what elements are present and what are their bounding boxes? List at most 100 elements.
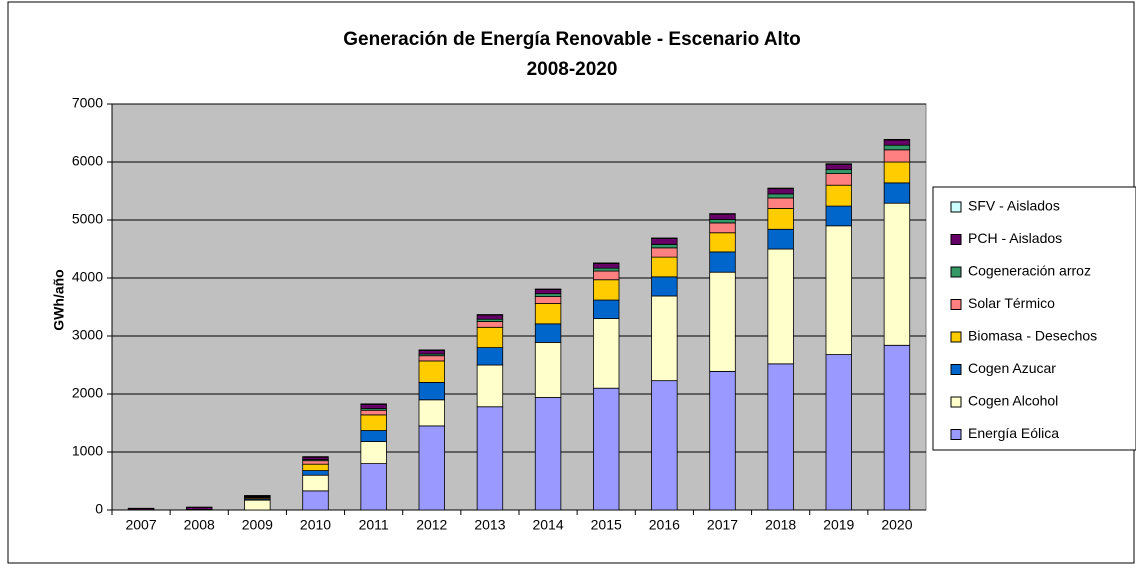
bar-segment bbox=[361, 404, 387, 408]
bar-segment bbox=[535, 294, 561, 297]
bar-segment bbox=[419, 400, 445, 426]
bar-segment bbox=[361, 415, 387, 431]
legend-swatch bbox=[951, 332, 961, 342]
x-tick-label: 2018 bbox=[765, 517, 796, 533]
bar-segment bbox=[535, 342, 561, 397]
x-tick-label: 2007 bbox=[125, 517, 156, 533]
bar-segment bbox=[884, 345, 910, 510]
y-tick-label: 4000 bbox=[72, 269, 103, 285]
bar-segment bbox=[652, 248, 678, 257]
bar-segment bbox=[710, 223, 736, 233]
x-tick-label: 2012 bbox=[416, 517, 447, 533]
bar-segment bbox=[303, 491, 329, 510]
bar-segment bbox=[477, 365, 503, 407]
bar-segment bbox=[593, 319, 619, 389]
bar-segment bbox=[477, 322, 503, 328]
y-tick-label: 1000 bbox=[72, 443, 103, 459]
bar-segment bbox=[652, 238, 678, 239]
bar-segment bbox=[884, 183, 910, 203]
bar-segment bbox=[535, 324, 561, 343]
bar-segment bbox=[303, 471, 329, 476]
bar-segment bbox=[361, 431, 387, 442]
bar-segment bbox=[303, 457, 329, 458]
legend-swatch bbox=[951, 430, 961, 440]
bar-segment bbox=[768, 364, 794, 510]
bar-segment bbox=[826, 164, 852, 169]
x-tick-label: 2008 bbox=[184, 517, 215, 533]
x-tick-label: 2015 bbox=[591, 517, 622, 533]
legend-label: Solar Térmico bbox=[968, 295, 1055, 311]
bar-segment bbox=[593, 271, 619, 280]
bar-segment bbox=[884, 145, 910, 150]
chart-subtitle: 2008-2020 bbox=[527, 59, 618, 80]
bar-segment bbox=[419, 351, 445, 354]
legend bbox=[933, 187, 1136, 450]
bar-segment bbox=[477, 315, 503, 319]
bar-segment bbox=[826, 164, 852, 165]
bar-segment bbox=[710, 219, 736, 222]
legend-label: PCH - Aislados bbox=[968, 230, 1062, 246]
bar-segment bbox=[884, 150, 910, 162]
bar-segment bbox=[826, 170, 852, 174]
x-tick-label: 2020 bbox=[881, 517, 912, 533]
bar-segment bbox=[710, 214, 736, 215]
bar-segment bbox=[826, 355, 852, 510]
legend-swatch bbox=[951, 202, 961, 212]
bar-segment bbox=[710, 233, 736, 252]
plot-area bbox=[112, 104, 926, 510]
bar-segment bbox=[652, 296, 678, 381]
bar-segment bbox=[884, 139, 910, 140]
bar-segment bbox=[593, 263, 619, 264]
legend-label: SFV - Aislados bbox=[968, 198, 1060, 214]
bar-segment bbox=[245, 500, 271, 510]
bar-segment bbox=[710, 371, 736, 510]
bar-segment bbox=[535, 304, 561, 324]
bar-segment bbox=[768, 189, 794, 194]
bar-segment bbox=[477, 348, 503, 365]
y-tick-label: 7000 bbox=[72, 95, 103, 111]
x-tick-label: 2014 bbox=[532, 517, 563, 533]
y-axis-label: GWh/año bbox=[51, 269, 67, 330]
legend-swatch bbox=[951, 267, 961, 277]
legend-label: Cogeneración arroz bbox=[968, 263, 1091, 279]
bar-segment bbox=[593, 280, 619, 300]
legend-swatch bbox=[951, 235, 961, 245]
bar-segment bbox=[884, 140, 910, 145]
bar-segment bbox=[710, 272, 736, 371]
bar-segment bbox=[419, 361, 445, 382]
bar-segment bbox=[535, 297, 561, 304]
bar-segment bbox=[826, 206, 852, 226]
bar-segment bbox=[419, 350, 445, 351]
bar-segment bbox=[768, 208, 794, 229]
bar-segment bbox=[303, 475, 329, 491]
y-tick-label: 6000 bbox=[72, 153, 103, 169]
legend-label: Cogen Azucar bbox=[968, 360, 1056, 376]
legend-swatch bbox=[951, 397, 961, 407]
bar-segment bbox=[652, 239, 678, 245]
bar-segment bbox=[419, 356, 445, 361]
bar-segment bbox=[826, 185, 852, 206]
chart-title: Generación de Energía Renovable - Escena… bbox=[343, 29, 801, 50]
bar-segment bbox=[593, 264, 619, 269]
bar-segment bbox=[535, 290, 561, 294]
x-tick-label: 2016 bbox=[649, 517, 680, 533]
bar-segment bbox=[710, 214, 736, 219]
bar-segment bbox=[593, 268, 619, 271]
bar-segment bbox=[826, 174, 852, 186]
legend-swatch bbox=[951, 365, 961, 375]
bar-segment bbox=[361, 442, 387, 464]
bar-segment bbox=[768, 249, 794, 364]
bar-segment bbox=[826, 226, 852, 355]
bar-segment bbox=[419, 426, 445, 510]
x-tick-label: 2010 bbox=[300, 517, 331, 533]
legend-label: Biomasa - Desechos bbox=[968, 328, 1097, 344]
x-tick-label: 2017 bbox=[707, 517, 738, 533]
x-tick-label: 2019 bbox=[823, 517, 854, 533]
bar-segment bbox=[477, 315, 503, 316]
bar-segment bbox=[303, 464, 329, 470]
bar-segment bbox=[419, 382, 445, 399]
bar-segment bbox=[652, 381, 678, 510]
y-tick-label: 3000 bbox=[72, 327, 103, 343]
bar-segment bbox=[593, 300, 619, 319]
